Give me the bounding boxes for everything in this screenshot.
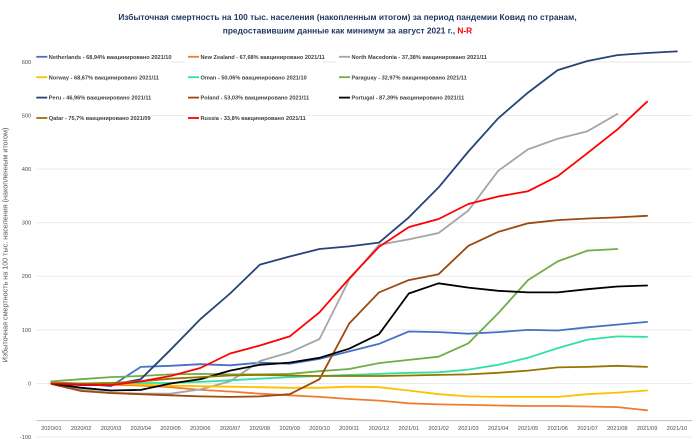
svg-text:Избыточная смертность на 100 т: Избыточная смертность на 100 тыс. населе… [118, 12, 576, 22]
svg-text:2020/03: 2020/03 [101, 426, 122, 432]
svg-text:Oman - 50,06% вакцинировано 20: Oman - 50,06% вакцинировано 2021/10 [201, 75, 307, 81]
svg-text:New Zealand - 67,68% вакциниро: New Zealand - 67,68% вакцинировано 2021/… [201, 55, 325, 61]
svg-text:2020/07: 2020/07 [220, 426, 241, 432]
svg-text:2020/09: 2020/09 [279, 426, 300, 432]
svg-text:2020/10: 2020/10 [309, 426, 330, 432]
svg-text:0: 0 [28, 381, 31, 387]
svg-text:2020/06: 2020/06 [190, 426, 211, 432]
svg-text:2021/01: 2021/01 [399, 426, 420, 432]
svg-text:2020/11: 2020/11 [339, 426, 359, 432]
svg-text:300: 300 [22, 221, 32, 227]
svg-text:2020/04: 2020/04 [131, 426, 152, 432]
svg-text:2020/01: 2020/01 [41, 426, 62, 432]
svg-text:Paraguay - 32,97% вакцинирован: Paraguay - 32,97% вакцинировано 2021/11 [352, 75, 467, 81]
svg-text:Избыточная смертность на 100 т: Избыточная смертность на 100 тыс. населе… [1, 128, 10, 363]
svg-text:Russia - 33,8% вакцинировано 2: Russia - 33,8% вакцинировано 2021/11 [201, 116, 306, 122]
svg-text:2021/02: 2021/02 [428, 426, 449, 432]
svg-text:2021/04: 2021/04 [488, 426, 509, 432]
svg-text:Norway - 68,67% вакцинировано: Norway - 68,67% вакцинировано 2021/11 [49, 75, 159, 81]
svg-text:200: 200 [22, 274, 32, 280]
svg-text:2021/10: 2021/10 [667, 426, 688, 432]
svg-text:Portugal - 87,39% вакцинирован: Portugal - 87,39% вакцинировано 2021/11 [352, 96, 465, 102]
svg-text:2021/08: 2021/08 [607, 426, 628, 432]
svg-text:Poland - 53,03% вакцинировано: Poland - 53,03% вакцинировано 2021/11 [201, 96, 310, 102]
svg-text:600: 600 [22, 60, 32, 66]
svg-text:2020/12: 2020/12 [369, 426, 390, 432]
svg-text:предоставившим данные как мини: предоставившим данные как минимум за авг… [223, 26, 472, 36]
svg-text:Peru - 46,96% вакцинировано 20: Peru - 46,96% вакцинировано 2021/11 [49, 96, 151, 102]
svg-text:2020/05: 2020/05 [160, 426, 181, 432]
svg-text:2021/05: 2021/05 [518, 426, 539, 432]
svg-text:2020/08: 2020/08 [250, 426, 271, 432]
svg-text:Qatar - 75,7% вакцинировано 20: Qatar - 75,7% вакцинировано 2021/09 [49, 116, 151, 122]
svg-text:400: 400 [22, 167, 32, 173]
svg-text:2021/09: 2021/09 [637, 426, 658, 432]
svg-text:500: 500 [22, 114, 32, 120]
svg-text:Netherlands - 68,94% вакциниро: Netherlands - 68,94% вакцинировано 2021/… [49, 55, 172, 61]
svg-text:2021/03: 2021/03 [458, 426, 479, 432]
svg-text:North Macedonia - 37,38% вакци: North Macedonia - 37,38% вакцинировано 2… [352, 55, 487, 61]
svg-text:2021/06: 2021/06 [547, 426, 568, 432]
svg-text:2020/02: 2020/02 [71, 426, 92, 432]
svg-text:2021/07: 2021/07 [577, 426, 598, 432]
svg-text:-100: -100 [20, 435, 31, 441]
svg-text:100: 100 [22, 328, 32, 334]
